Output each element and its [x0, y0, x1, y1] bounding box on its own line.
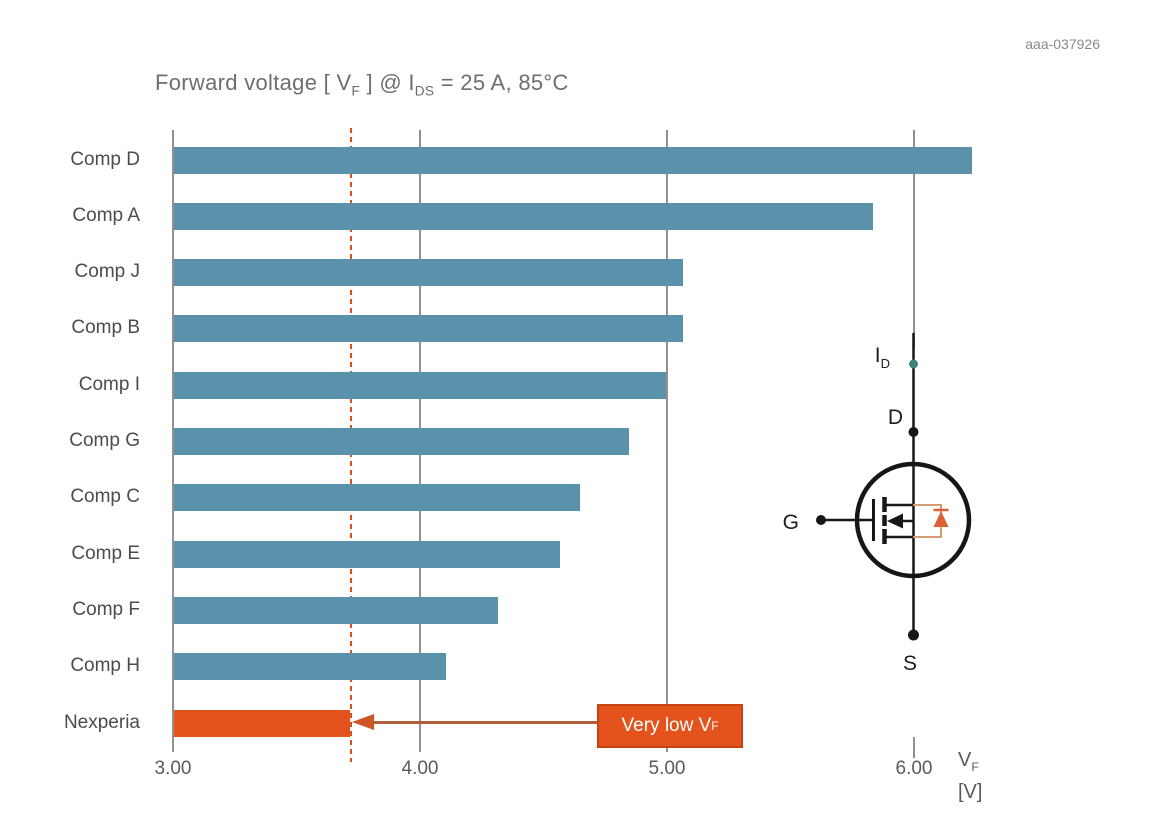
annotation-sub: F [711, 719, 719, 733]
row-label-comp-h: Comp H [70, 655, 140, 677]
title-mid: ] @ I [360, 70, 415, 95]
bar-comp-a [174, 202, 874, 230]
body-diode-triangle-icon [933, 511, 949, 527]
grid-line-5 [666, 130, 668, 752]
row-label-comp-b: Comp B [71, 317, 140, 339]
row-label-comp-c: Comp C [70, 486, 140, 508]
bar-comp-h [174, 653, 447, 681]
bar-comp-b [174, 315, 684, 343]
bar-comp-e [174, 540, 560, 568]
body-arrow-icon [887, 513, 903, 529]
source-node-dot [908, 629, 919, 641]
annotation-text: Very low V [621, 715, 712, 736]
drain-label: D [888, 406, 903, 429]
title-suffix: = 25 A, 85°C [434, 70, 569, 95]
x-tick-label-4: 4.00 [401, 758, 439, 779]
row-label-comp-g: Comp G [69, 430, 140, 451]
document-id: aaa-037926 [1025, 36, 1100, 52]
bar-comp-g [174, 428, 629, 455]
bar-comp-f [174, 596, 499, 624]
id-label: ID [875, 344, 890, 371]
x-tick-label-6: 6.00 [895, 758, 933, 779]
row-label-comp-e: Comp E [71, 542, 140, 564]
row-label-comp-i: Comp I [78, 373, 140, 395]
row-label-nexperia: Nexperia [63, 711, 140, 733]
grid-line-6 [913, 130, 915, 348]
bar-comp-d [174, 146, 973, 174]
grid-line-6 [913, 737, 915, 758]
x-axis-unit-label: VF [V] [958, 748, 982, 805]
annotation-arrow-line [372, 721, 597, 724]
bar-comp-c [174, 484, 580, 512]
grid-line-3 [172, 130, 174, 752]
bar-nexperia [174, 709, 350, 737]
x-axis-unit: [V] [958, 781, 983, 803]
title-sub-f: F [351, 83, 361, 99]
annotation-arrow-head-icon [352, 714, 374, 730]
bar-comp-j [174, 259, 684, 287]
gate-terminal-dot [816, 515, 826, 525]
source-label: S [903, 652, 917, 675]
row-label-comp-d: Comp D [70, 148, 140, 170]
row-label-comp-j: Comp J [74, 261, 140, 283]
x-tick-label-3: 3.00 [154, 758, 192, 779]
title-sub-ds: DS [414, 83, 435, 99]
chart-title: Forward voltage [ VF ] @ IDS = 25 A, 85°… [155, 70, 569, 98]
x-axis-symbol: VF [958, 749, 979, 774]
gate-label: G [783, 511, 799, 534]
id-current-dot [909, 359, 918, 369]
drain-node-dot [908, 427, 919, 437]
title-text: Forward voltage [ V [155, 70, 352, 95]
bar-comp-i [174, 371, 666, 399]
x-tick-label-5: 5.00 [648, 758, 686, 779]
row-label-comp-f: Comp F [72, 598, 140, 620]
mosfet-symbol: ID D G S [783, 333, 972, 675]
row-label-comp-a: Comp A [72, 204, 140, 226]
